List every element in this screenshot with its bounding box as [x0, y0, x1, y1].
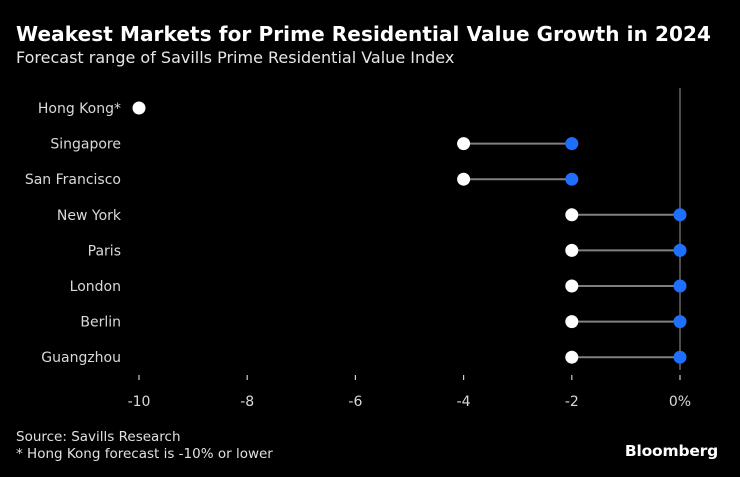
source-note: Source: Savills Research	[16, 429, 181, 445]
low-forecast-point	[457, 172, 471, 186]
category-label: Guangzhou	[41, 350, 121, 366]
high-forecast-point	[673, 243, 687, 257]
range-lines	[463, 142, 680, 359]
category-label: Hong Kong*	[38, 101, 121, 117]
low-forecast-point	[457, 137, 471, 151]
x-tick-label: -6	[348, 394, 362, 410]
low-forecast-point	[565, 208, 579, 222]
high-forecast-point	[565, 137, 579, 151]
category-label: Paris	[88, 243, 121, 259]
x-axis: -10 -8 -6 -4 -2 0%	[128, 88, 691, 410]
footnote: * Hong Kong forecast is -10% or lower	[16, 446, 273, 462]
x-tick-label: 0%	[669, 394, 691, 410]
category-labels: Hong Kong* Singapore San Francisco New York…	[25, 101, 122, 366]
category-label: New York	[57, 208, 122, 224]
low-forecast-point	[132, 101, 146, 115]
high-forecast-point	[673, 279, 687, 293]
category-label: London	[70, 279, 121, 295]
data-points	[132, 101, 687, 364]
high-forecast-point	[673, 350, 687, 364]
category-label: San Francisco	[25, 172, 121, 188]
category-label: Singapore	[50, 137, 121, 153]
x-tick-label: -8	[240, 394, 254, 410]
low-forecast-point	[565, 315, 579, 329]
high-forecast-point	[565, 172, 579, 186]
x-tick-label: -10	[128, 394, 151, 410]
low-forecast-point	[565, 243, 579, 257]
high-forecast-point	[673, 208, 687, 222]
high-forecast-point	[673, 315, 687, 329]
bloomberg-logo: Bloomberg	[624, 442, 718, 460]
chart-subtitle: Forecast range of Savills Prime Resident…	[16, 48, 455, 67]
low-forecast-point	[565, 279, 579, 293]
chart-title: Weakest Markets for Prime Residential Va…	[16, 22, 712, 46]
x-tick-label: -4	[457, 394, 471, 410]
x-tick-label: -2	[565, 394, 579, 410]
low-forecast-point	[565, 350, 579, 364]
category-label: Berlin	[80, 315, 121, 331]
